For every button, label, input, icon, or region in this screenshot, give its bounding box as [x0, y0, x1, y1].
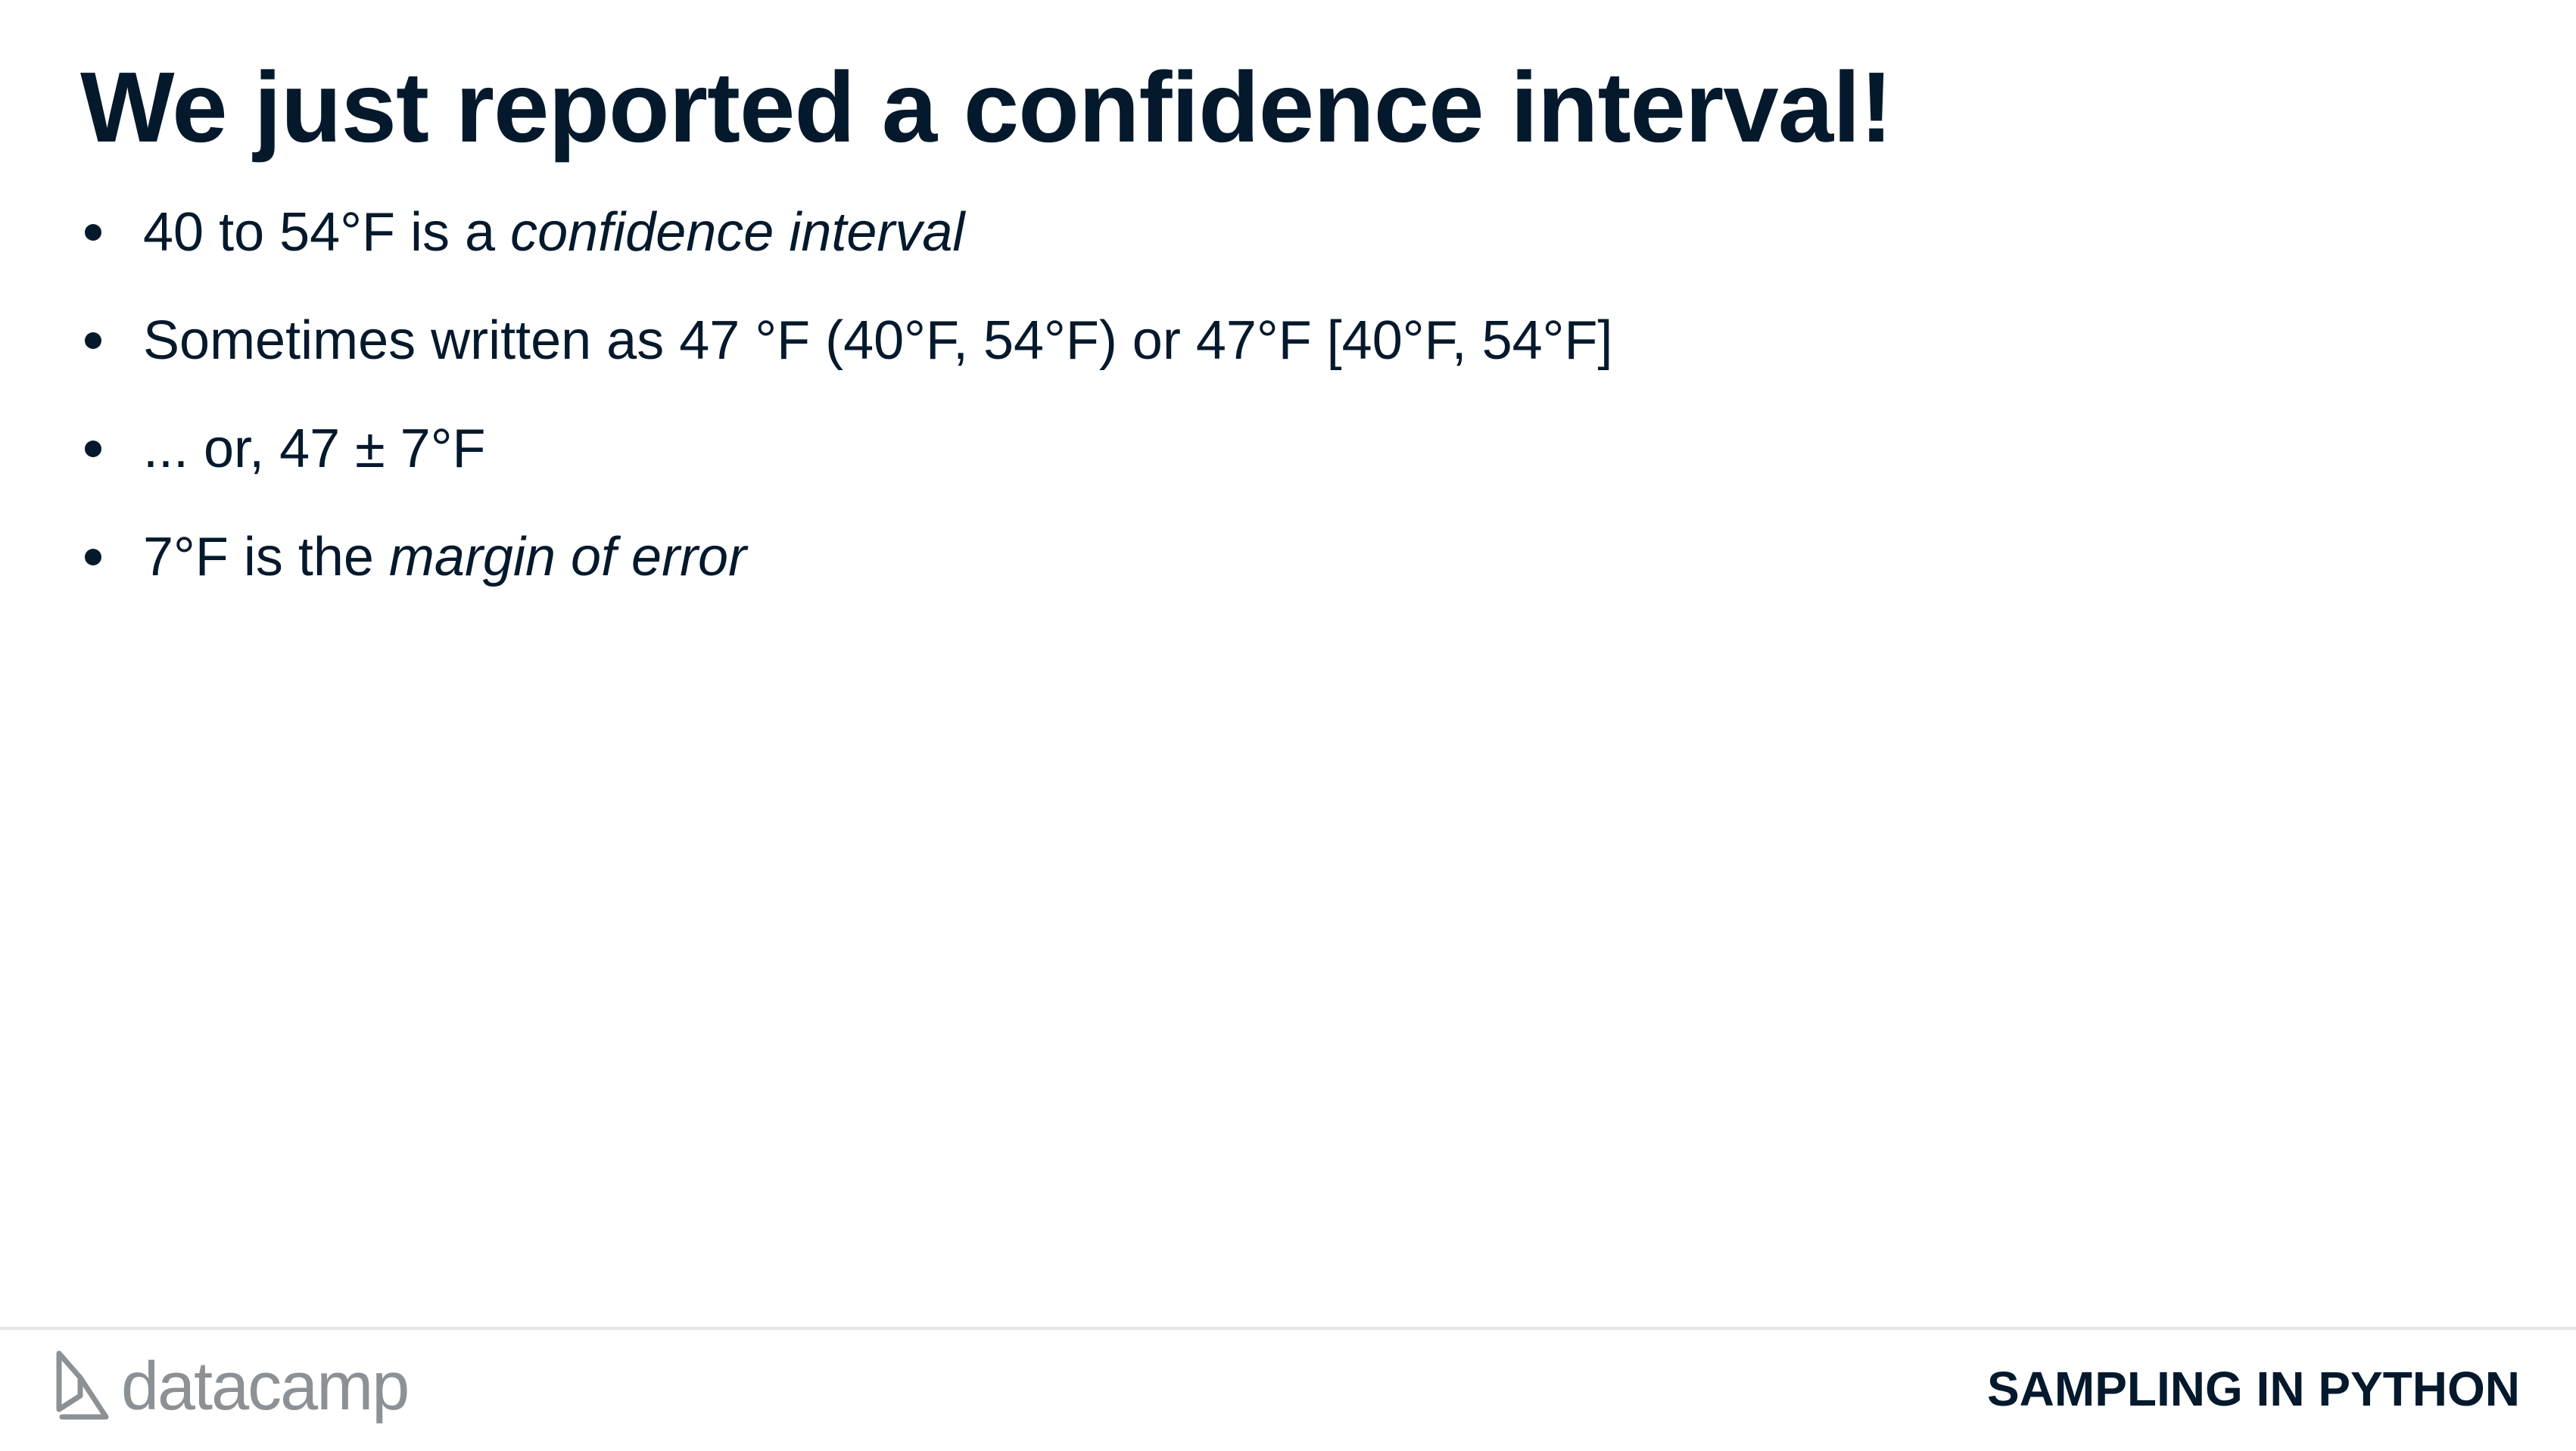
- bullet-emphasis-text: margin of error: [389, 527, 746, 587]
- bullet-text: Sometimes written as 47 °F (40°F, 54°F) …: [143, 296, 1612, 385]
- bullet-dot-icon: [85, 224, 101, 241]
- course-title: SAMPLING IN PYTHON: [1987, 1355, 2520, 1423]
- datacamp-logo-icon: [53, 1350, 109, 1423]
- bullet-dot-icon: [85, 441, 101, 457]
- bullet-plain-text: ... or, 47 ± 7°F: [143, 419, 486, 479]
- bullet-emphasis-text: confidence interval: [510, 202, 964, 263]
- bullet-plain-text: 40 to 54°F is a: [143, 202, 510, 263]
- logo-wordmark: datacamp: [121, 1349, 408, 1425]
- bullet-dot-icon: [85, 549, 101, 565]
- bullet-text: 7°F is the margin of error: [143, 512, 746, 602]
- bullet-plain-text: Sometimes written as 47 °F (40°F, 54°F) …: [143, 310, 1612, 371]
- bullet-plain-text: 7°F is the: [143, 527, 389, 587]
- datacamp-logo: datacamp: [53, 1349, 408, 1425]
- bullet-text: ... or, 47 ± 7°F: [143, 404, 486, 494]
- bullet-dot-icon: [85, 332, 101, 349]
- bullet-text: 40 to 54°F is a confidence interval: [143, 188, 964, 277]
- slide-title: We just reported a confidence interval!: [80, 47, 1892, 168]
- footer-divider: [0, 1327, 2576, 1330]
